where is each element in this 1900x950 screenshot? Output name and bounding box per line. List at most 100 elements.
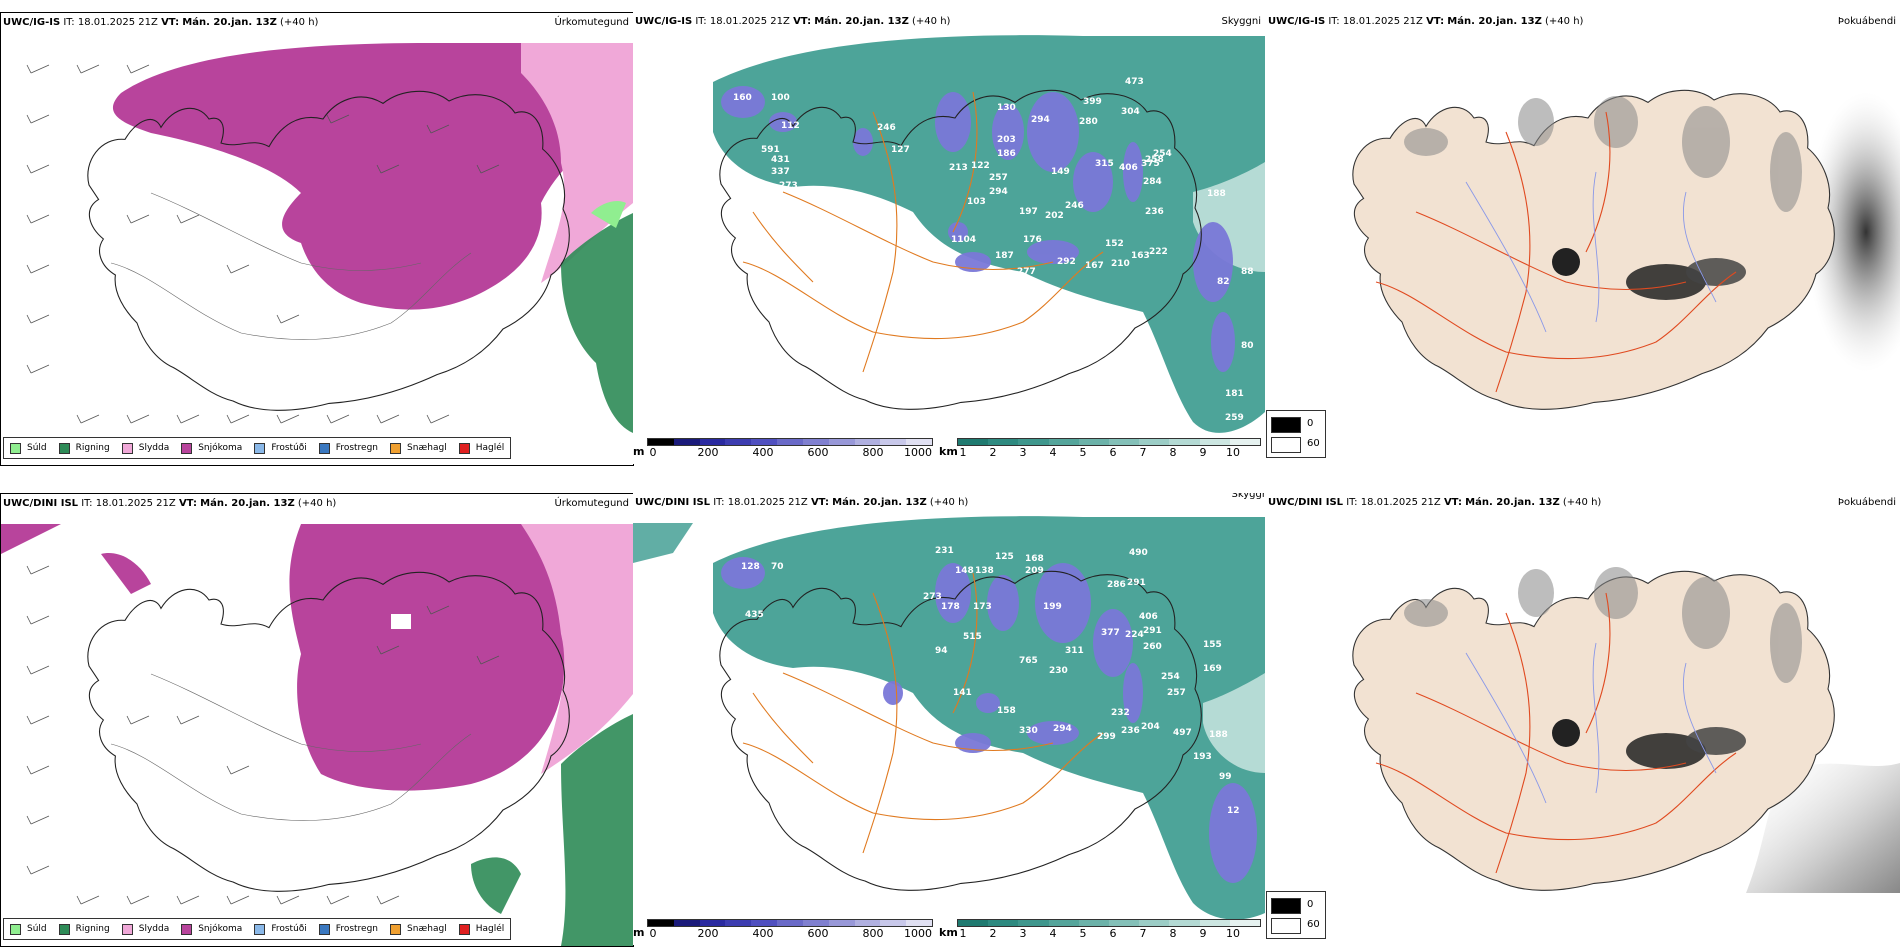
fog-key: 0 60 xyxy=(1266,891,1326,939)
svg-text:141: 141 xyxy=(953,688,972,698)
svg-text:82: 82 xyxy=(1217,277,1230,287)
panel-variable: Skyggni xyxy=(1231,493,1265,500)
panel-title: UWC/DINI ISL IT: 18.01.2025 21Z VT: Mán.… xyxy=(3,498,337,509)
svg-text:169: 169 xyxy=(1203,664,1222,674)
svg-text:188: 188 xyxy=(1209,730,1228,740)
svg-text:299: 299 xyxy=(1097,732,1116,742)
visibility-colorbar: km 1 2 3 4 5 6 7 8 9 10 xyxy=(939,438,1263,462)
visibility-colorbar: km 1 2 3 4 5 6 7 8 9 10 xyxy=(939,919,1263,943)
legend-item: Frostúði xyxy=(254,923,307,935)
svg-text:186: 186 xyxy=(997,149,1016,159)
svg-text:176: 176 xyxy=(1023,235,1042,245)
svg-text:197: 197 xyxy=(1019,207,1038,217)
svg-text:222: 222 xyxy=(1149,247,1168,257)
svg-text:232: 232 xyxy=(1111,708,1130,718)
precip-legend: Súld Rigning Slydda Snjókoma Frostúði Fr… xyxy=(3,437,512,459)
svg-text:224: 224 xyxy=(1125,630,1144,640)
cloud-visibility-panel-top: UWC/IG-IS IT: 18.01.2025 21Z VT: Mán. 20… xyxy=(633,12,1265,464)
svg-text:515: 515 xyxy=(963,632,982,642)
svg-text:304: 304 xyxy=(1121,107,1140,117)
svg-text:168: 168 xyxy=(1025,554,1044,564)
panel-variable: Þokuábendi xyxy=(1837,497,1896,508)
svg-text:473: 473 xyxy=(1125,77,1144,87)
legend-item: Slydda xyxy=(121,923,169,935)
panel-variable: Úrkomutegund xyxy=(554,498,629,509)
svg-text:70: 70 xyxy=(771,562,784,572)
svg-text:1104: 1104 xyxy=(951,235,976,245)
panel-title: UWC/DINI ISL IT: 18.01.2025 21Z VT: Mán.… xyxy=(635,497,969,508)
svg-text:160: 160 xyxy=(733,93,752,103)
svg-text:128: 128 xyxy=(741,562,760,572)
svg-text:148: 148 xyxy=(955,566,974,576)
svg-text:193: 193 xyxy=(1193,752,1212,762)
svg-text:375: 375 xyxy=(1141,159,1160,169)
legend-item: Slydda xyxy=(121,442,169,454)
map-precip-type xyxy=(1,524,633,946)
svg-text:294: 294 xyxy=(989,187,1008,197)
legend-item: Frostregn xyxy=(318,442,378,454)
cloud-base-colorbar: m 0 200 400 600 800 1000 xyxy=(633,919,933,943)
svg-text:591: 591 xyxy=(761,145,780,155)
legend-item: Haglél xyxy=(458,923,504,935)
legend-item: Frostúði xyxy=(254,442,307,454)
svg-text:138: 138 xyxy=(975,566,994,576)
svg-text:490: 490 xyxy=(1129,548,1148,558)
svg-text:99: 99 xyxy=(1219,772,1232,782)
svg-text:377: 377 xyxy=(1101,628,1120,638)
legend-item: Frostregn xyxy=(318,923,378,935)
svg-text:246: 246 xyxy=(1065,201,1084,211)
svg-text:202: 202 xyxy=(1045,211,1064,221)
svg-text:254: 254 xyxy=(1161,672,1180,682)
svg-text:80: 80 xyxy=(1241,341,1254,351)
svg-text:181: 181 xyxy=(1225,389,1244,399)
svg-text:210: 210 xyxy=(1111,259,1130,269)
svg-text:167: 167 xyxy=(1085,261,1104,271)
svg-text:337: 337 xyxy=(771,167,790,177)
svg-text:187: 187 xyxy=(995,251,1014,261)
legend-item: Rigning xyxy=(58,442,110,454)
svg-text:127: 127 xyxy=(891,145,910,155)
panel-variable: Úrkomutegund xyxy=(554,17,629,28)
legend-item: Haglél xyxy=(458,442,504,454)
svg-text:257: 257 xyxy=(1167,688,1186,698)
svg-text:294: 294 xyxy=(1031,115,1050,125)
precip-type-panel-top: UWC/IG-IS IT: 18.01.2025 21Z VT: Mán. 20… xyxy=(0,12,634,466)
svg-text:125: 125 xyxy=(995,552,1014,562)
fog-panel-bottom: UWC/DINI ISL IT: 18.01.2025 21Z VT: Mán.… xyxy=(1266,493,1900,893)
svg-text:163: 163 xyxy=(1131,251,1150,261)
map-cloud-visibility: 128 70 435 231 148 138 125 168 209 199 1… xyxy=(633,516,1265,920)
svg-text:188: 188 xyxy=(1207,189,1226,199)
svg-text:88: 88 xyxy=(1241,267,1254,277)
svg-text:406: 406 xyxy=(1119,163,1138,173)
svg-text:280: 280 xyxy=(1079,117,1098,127)
panel-title: UWC/DINI ISL IT: 18.01.2025 21Z VT: Mán.… xyxy=(1268,497,1602,508)
legend-item: Snjókoma xyxy=(181,442,242,454)
svg-text:294: 294 xyxy=(1053,724,1072,734)
svg-text:284: 284 xyxy=(1143,177,1162,187)
cloud-visibility-panel-bottom: UWC/DINI ISL IT: 18.01.2025 21Z VT: Mán.… xyxy=(633,493,1265,945)
legend-item: Snæhagl xyxy=(390,442,447,454)
svg-text:231: 231 xyxy=(935,546,954,556)
svg-text:122: 122 xyxy=(971,161,990,171)
svg-text:94: 94 xyxy=(935,646,948,656)
svg-text:260: 260 xyxy=(1143,642,1162,652)
svg-text:315: 315 xyxy=(1095,159,1114,169)
svg-text:259: 259 xyxy=(1225,413,1244,423)
svg-text:257: 257 xyxy=(989,173,1008,183)
legend-item: Snjókoma xyxy=(181,923,242,935)
svg-text:277: 277 xyxy=(1017,267,1036,277)
precip-legend: Súld Rigning Slydda Snjókoma Frostúði Fr… xyxy=(3,918,512,940)
panel-title: UWC/IG-IS IT: 18.01.2025 21Z VT: Mán. 20… xyxy=(3,17,319,28)
svg-text:178: 178 xyxy=(941,602,960,612)
svg-text:152: 152 xyxy=(1105,239,1124,249)
svg-text:100: 100 xyxy=(771,93,790,103)
svg-text:291: 291 xyxy=(1143,626,1162,636)
map-fog xyxy=(1352,567,1900,893)
svg-text:131: 131 xyxy=(769,193,788,203)
svg-text:258: 258 xyxy=(1145,155,1164,165)
svg-text:406: 406 xyxy=(1139,612,1158,622)
svg-text:291: 291 xyxy=(1127,578,1146,588)
svg-text:435: 435 xyxy=(745,610,764,620)
svg-text:230: 230 xyxy=(1049,666,1068,676)
map-precip-type xyxy=(26,43,633,433)
